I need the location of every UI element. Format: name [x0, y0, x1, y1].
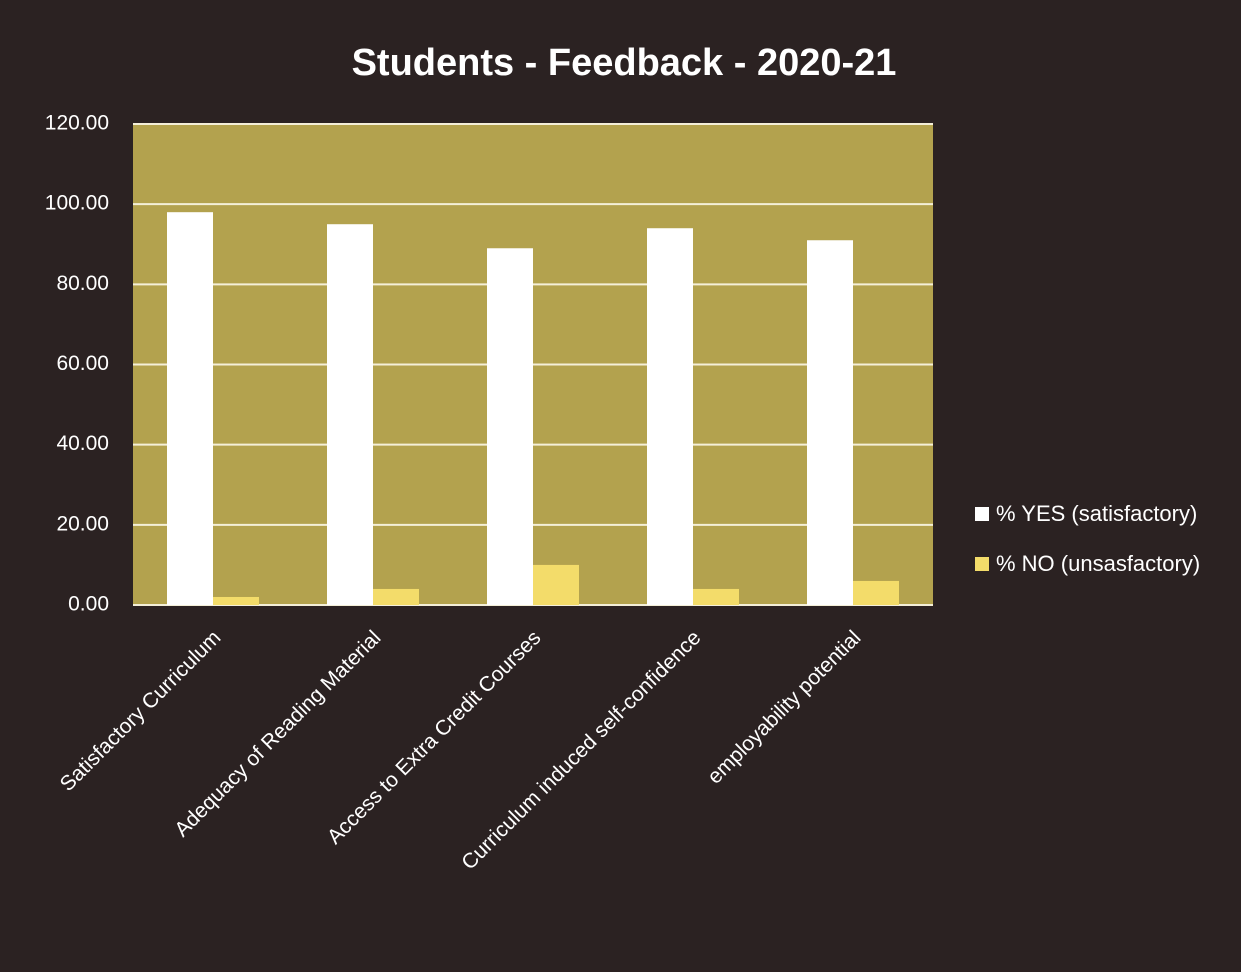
bar: [327, 224, 373, 606]
bar: [373, 588, 419, 605]
chart-title: Students - Feedback - 2020-21: [352, 42, 897, 84]
bar: [167, 212, 213, 605]
y-tick-label: 100.00: [45, 192, 109, 215]
bar: [853, 580, 899, 605]
bar: [213, 596, 259, 605]
y-tick-label: 40.00: [56, 432, 109, 455]
bar: [533, 564, 579, 605]
y-tick-label: 80.00: [56, 272, 109, 295]
bar: [693, 588, 739, 605]
y-tick-label: 0.00: [68, 593, 109, 616]
y-tick-label: 60.00: [56, 352, 109, 375]
legend-label: % YES (satisfactory): [996, 501, 1197, 526]
y-tick-label: 120.00: [45, 112, 109, 135]
y-tick-label: 20.00: [56, 512, 109, 535]
bar: [807, 240, 853, 605]
legend-swatch: [975, 557, 989, 571]
bar: [647, 228, 693, 605]
legend-swatch: [975, 507, 989, 521]
legend-label: % NO (unsasfactory): [996, 551, 1200, 576]
bar: [487, 248, 533, 605]
